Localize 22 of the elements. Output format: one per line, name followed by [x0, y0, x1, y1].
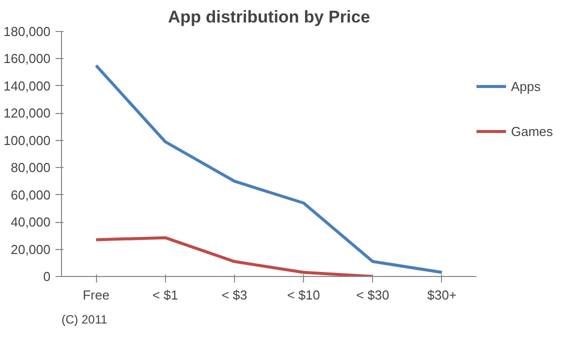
y-tick-label: 180,000	[4, 24, 51, 39]
line-series	[94, 236, 374, 276]
y-tick-label: 120,000	[4, 106, 51, 121]
y-tick-label: 40,000	[10, 214, 51, 230]
y-tick-label: 80,000	[10, 160, 51, 176]
x-tick-label: < $1	[152, 288, 178, 302]
legend-label: Games	[511, 124, 553, 139]
y-tick-label: 20,000	[10, 242, 51, 257]
x-tick-label: < $30	[356, 288, 390, 302]
y-tick-label: 160,000	[4, 51, 51, 66]
y-tick-label: 60,000	[10, 187, 51, 202]
x-tick-label: < $3	[222, 288, 248, 302]
x-tick-label: < $10	[287, 288, 320, 302]
text: (C) 2011	[62, 312, 108, 326]
line-series	[94, 64, 444, 274]
chart-title: App distribution by Price	[168, 8, 370, 26]
y-tick-label: 140,000	[4, 78, 51, 94]
x-tick-label: $30+	[427, 288, 457, 302]
y-tick-label: 0	[43, 269, 51, 284]
y-tick-label: 100,000	[4, 132, 51, 148]
legend-label: Apps	[511, 78, 541, 94]
x-tick-label: Free	[82, 288, 110, 302]
